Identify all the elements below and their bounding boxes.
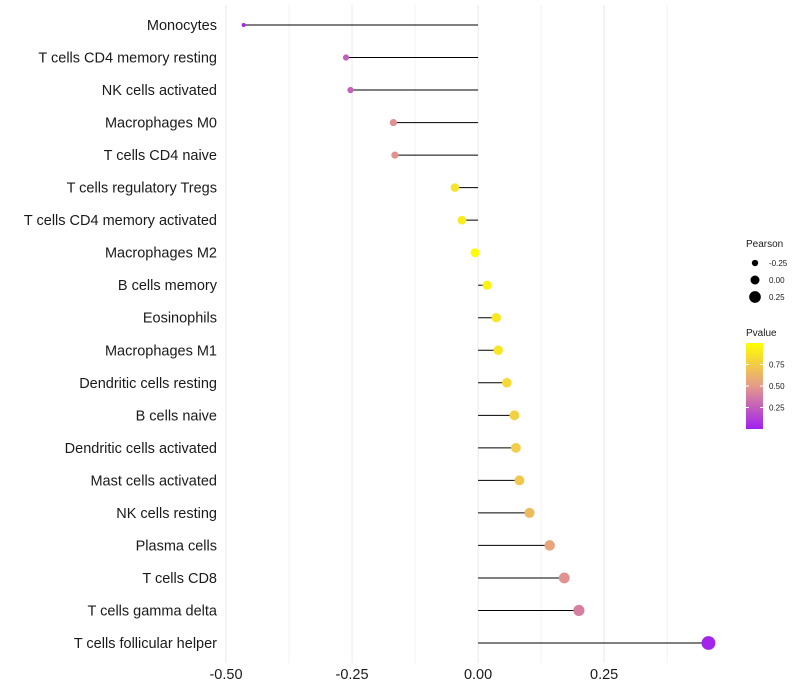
category-label: Monocytes [147, 18, 217, 34]
category-label: T cells CD8 [142, 571, 217, 587]
x-tick-label: 0.25 [590, 667, 618, 683]
size-legend-label: 0.25 [769, 293, 785, 302]
pearson-size-legend: Pearson -0.25 0.00 0.25 [746, 239, 788, 303]
lollipop-point [389, 118, 397, 127]
lollipop-point [482, 280, 492, 290]
grid-lines [225, 5, 668, 663]
colorbar-tick-label: 0.25 [769, 404, 785, 413]
category-label: T cells CD4 memory activated [24, 213, 217, 229]
lollipop-point [544, 540, 555, 551]
category-label: Macrophages M1 [105, 343, 217, 359]
lollipop-point [701, 636, 716, 650]
size-legend-dot [749, 291, 761, 303]
size-legend-dot [751, 259, 759, 267]
lollipop-point [241, 22, 246, 28]
lollipop-point [391, 151, 399, 159]
category-label: T cells regulatory Tregs [67, 181, 217, 197]
x-tick-label: -0.25 [336, 667, 369, 683]
pvalue-colorbar [746, 343, 763, 429]
lollipop-point [450, 183, 460, 192]
lollipop-point [509, 410, 520, 421]
category-label: NK cells activated [102, 83, 217, 99]
colorbar-tick-label: 0.50 [769, 382, 785, 391]
lollipop-point [524, 507, 535, 518]
category-label: B cells naive [136, 408, 217, 424]
size-legend-dot [750, 275, 760, 285]
lollipop-point [347, 86, 354, 94]
lollipop-points [241, 22, 716, 650]
category-label: Macrophages M2 [105, 246, 217, 262]
size-legend-title: Pearson [746, 239, 783, 250]
category-label: T cells gamma delta [88, 603, 218, 619]
lollipop-point [510, 442, 521, 453]
lollipop-stems [243, 24, 709, 644]
category-label: Dendritic cells resting [79, 376, 217, 392]
lollipop-point [470, 248, 480, 258]
lollipop-point [491, 313, 501, 323]
category-labels: Monocytes T cells CD4 memory resting NK ce… [24, 18, 218, 652]
size-legend-label: -0.25 [769, 259, 788, 268]
lollipop-point [457, 215, 467, 225]
color-legend-title: Pvalue [746, 328, 777, 339]
category-label: Macrophages M0 [105, 116, 217, 132]
lollipop-point [493, 345, 503, 355]
category-label: T cells CD4 naive [104, 148, 217, 164]
category-label: Plasma cells [136, 538, 217, 554]
colorbar-tick-label: 0.75 [769, 361, 785, 370]
x-tick-label: -0.50 [209, 667, 242, 683]
lollipop-point [502, 377, 512, 388]
lollipop-point [342, 54, 350, 61]
category-label: T cells follicular helper [74, 636, 217, 652]
x-tick-label: 0.00 [464, 667, 492, 683]
category-label: Mast cells activated [90, 473, 217, 489]
pvalue-color-legend: Pvalue 0.25 0.50 0.75 [746, 328, 785, 429]
category-label: Eosinophils [143, 311, 217, 327]
x-axis-tick-labels: -0.50 -0.25 0.00 0.25 [209, 667, 618, 683]
category-label: Dendritic cells activated [65, 441, 217, 457]
size-legend-label: 0.00 [769, 276, 785, 285]
category-label: B cells memory [118, 278, 218, 294]
lollipop-point [573, 604, 585, 617]
category-label: NK cells resting [116, 506, 217, 522]
lollipop-point [514, 475, 525, 486]
lollipop-point [558, 572, 570, 584]
category-label: T cells CD4 memory resting [38, 51, 217, 67]
